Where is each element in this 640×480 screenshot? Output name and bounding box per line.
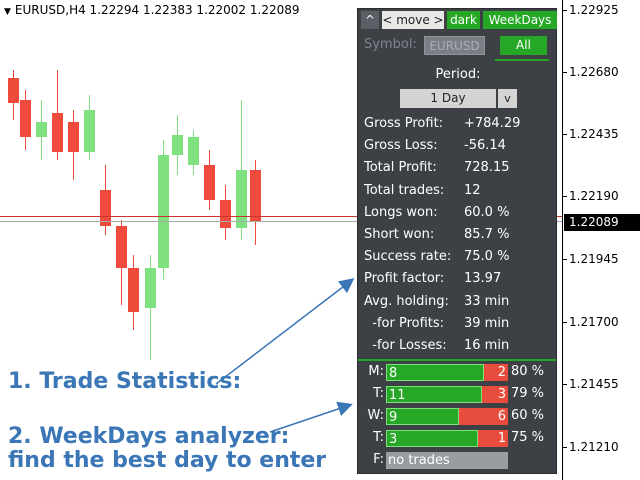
period-dropdown-button[interactable]: v — [498, 89, 517, 108]
stat-value: 60.0 % — [464, 204, 510, 220]
dark-theme-button[interactable]: dark — [447, 11, 480, 29]
price-axis-label: 1.21700 — [569, 315, 619, 329]
weekday-label: T: — [373, 386, 384, 401]
price-axis-label: 1.22680 — [569, 65, 619, 79]
stat-label: Short won: — [364, 227, 435, 242]
success-percent: 79 % — [511, 386, 545, 401]
stat-label: Gross Profit: — [364, 116, 444, 131]
axis-tick — [563, 447, 567, 448]
price-axis: 1.22925 1.22680 1.22435 1.22190 1.21945 1.217… — [562, 0, 640, 480]
stat-value: 728.15 — [464, 160, 510, 176]
axis-tick — [563, 322, 567, 323]
stat-label: Gross Loss: — [364, 138, 438, 154]
weekday-label: T: — [373, 430, 384, 445]
losses-bar: 2 — [484, 364, 508, 381]
stat-label: Success rate: — [364, 249, 452, 265]
arrow-to-weekdays — [269, 401, 353, 433]
price-axis-label: 1.22435 — [569, 127, 619, 141]
wins-bar: 8 — [386, 364, 484, 381]
stat-label: -for Losses: — [364, 338, 447, 353]
wins-bar: 3 — [386, 430, 478, 447]
symbol-label: Symbol: — [364, 37, 417, 52]
stat-label: Profit factor: — [364, 271, 445, 287]
price-axis-label: 1.22190 — [569, 189, 619, 203]
axis-tick — [563, 384, 567, 385]
panel-toolbar: ^ < move > dark WeekDays — [361, 11, 557, 29]
trade-stats-panel: ^ < move > dark WeekDays Symbol: EURUSD … — [357, 8, 557, 474]
stat-value: 16 min — [464, 338, 510, 353]
annotation-trade-statistics: 1. Trade Statistics: — [8, 369, 242, 394]
dropdown-triangle-icon: ▼ — [4, 7, 11, 17]
success-percent: 75 % — [511, 430, 545, 445]
ask-price-line — [0, 221, 562, 222]
weekday-label: W: — [367, 408, 384, 423]
current-price-badge: 1.22089 — [564, 214, 640, 231]
all-selected-underline — [495, 59, 549, 61]
losses-bar: 6 — [459, 408, 508, 425]
all-symbols-button[interactable]: All — [500, 36, 547, 55]
weekday-label: M: — [368, 364, 384, 379]
axis-tick — [563, 10, 567, 11]
stat-label: Total trades: — [364, 182, 445, 198]
losses-bar: 3 — [482, 386, 508, 403]
period-label: Period: — [435, 67, 481, 82]
axis-tick — [563, 259, 567, 260]
stat-value: 13.97 — [464, 271, 502, 287]
stat-value: 39 min — [464, 315, 510, 331]
collapse-button[interactable]: ^ — [361, 11, 379, 29]
stat-label: -for Profits: — [364, 315, 445, 331]
stat-value: 12 — [464, 182, 481, 198]
success-percent: 60 % — [511, 408, 545, 423]
symbol-button[interactable]: EURUSD — [424, 36, 485, 55]
no-trades-bar: no trades — [386, 452, 508, 469]
stat-value: -56.14 — [464, 138, 506, 154]
price-axis-label: 1.21945 — [569, 252, 619, 266]
stat-label: Longs won: — [364, 204, 438, 220]
chart-symbol-info: ▼ EURUSD,H4 1.22294 1.22383 1.22002 1.220… — [4, 3, 300, 17]
annotation-weekdays-line1: 2. WeekDays analyzer: — [8, 424, 290, 449]
bid-price-line — [0, 216, 562, 217]
losses-bar: 1 — [478, 430, 508, 447]
wins-bar: 9 — [386, 408, 459, 425]
stat-value: 75.0 % — [464, 249, 510, 265]
annotation-arrows — [215, 278, 355, 433]
axis-tick — [563, 196, 567, 197]
section-divider — [358, 359, 556, 361]
stat-value: 85.7 % — [464, 227, 510, 242]
annotation-weekdays-line2: find the best day to enter — [8, 448, 327, 473]
price-axis-label: 1.21455 — [569, 377, 619, 391]
axis-tick — [563, 72, 567, 73]
price-axis-label: 1.21210 — [569, 440, 619, 454]
arrow-to-stats — [215, 278, 355, 385]
weekdays-button[interactable]: WeekDays — [483, 11, 557, 29]
stat-label: Total Profit: — [364, 160, 437, 176]
axis-tick — [563, 134, 567, 135]
weekday-label: F: — [373, 452, 384, 467]
wins-bar: 11 — [386, 386, 482, 403]
stat-value: +784.29 — [464, 116, 521, 131]
move-button[interactable]: < move > — [382, 11, 444, 29]
success-percent: 80 % — [511, 364, 545, 379]
stat-value: 33 min — [464, 293, 510, 309]
price-axis-label: 1.22925 — [569, 3, 619, 17]
period-select[interactable]: 1 Day — [400, 89, 496, 108]
stat-label: Avg. holding: — [364, 293, 449, 309]
